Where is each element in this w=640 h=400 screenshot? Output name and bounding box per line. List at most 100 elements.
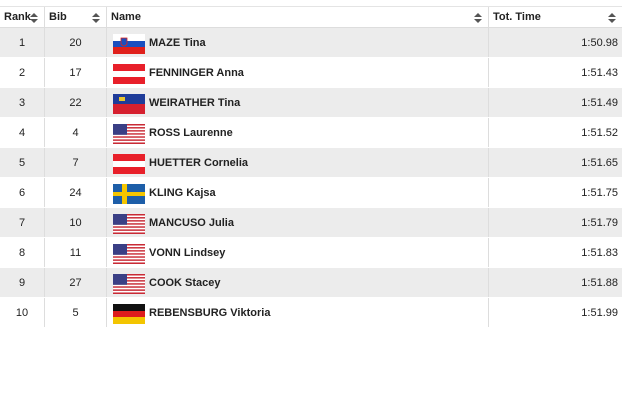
header-label[interactable]: Tot. Time [493, 11, 541, 23]
cell: KLING Kajsa [107, 178, 489, 207]
flag-icon [113, 184, 145, 204]
cell-text: 1:51.43 [581, 66, 618, 79]
result-row: 10 5 REBENSBURG Viktoria 1:51.99 [0, 298, 622, 328]
athlete-name: FENNINGER Anna [149, 66, 244, 79]
cell-text: 22 [69, 96, 82, 109]
header-row: Rank Bib Name Tot. Time [0, 6, 622, 28]
cell-text: 1:51.49 [581, 96, 618, 109]
header-cell[interactable]: Rank [0, 7, 45, 27]
result-row: 3 22 WEIRATHER Tina 1:51.49 [0, 88, 622, 118]
cell: 1 [0, 28, 45, 57]
header-cell[interactable]: Tot. Time [489, 7, 622, 27]
cell: 17 [45, 58, 107, 87]
sort-icon[interactable] [30, 13, 38, 23]
flag-icon [113, 34, 145, 54]
cell: 1:51.79 [489, 208, 622, 237]
cell: 5 [45, 298, 107, 327]
cell: 1:51.88 [489, 268, 622, 297]
athlete-name: COOK Stacey [149, 276, 221, 289]
cell-text: 20 [69, 36, 82, 49]
cell: 24 [45, 178, 107, 207]
cell-text: 27 [69, 276, 82, 289]
cell-text: 10 [69, 216, 82, 229]
result-row: 6 24 KLING Kajsa 1:51.75 [0, 178, 622, 208]
result-row: 8 11 VONN Lindsey 1:51.83 [0, 238, 622, 268]
flag-icon [113, 154, 145, 174]
flag-icon [113, 124, 145, 144]
header-cell[interactable]: Name [107, 7, 489, 27]
cell: COOK Stacey [107, 268, 489, 297]
cell-text: 1:51.99 [581, 306, 618, 319]
header-label[interactable]: Name [111, 11, 141, 23]
flag-icon [113, 214, 145, 234]
cell-text: 1:50.98 [581, 36, 618, 49]
cell-text: 4 [72, 126, 79, 139]
cell: 4 [0, 118, 45, 147]
athlete-name: WEIRATHER Tina [149, 96, 241, 109]
cell: 5 [0, 148, 45, 177]
result-row: 1 20 MAZE Tina 1:50.98 [0, 28, 622, 58]
cell-text: 8 [18, 246, 26, 259]
cell-text: 4 [18, 126, 26, 139]
athlete-name: HUETTER Cornelia [149, 156, 249, 169]
cell-text: 2 [18, 66, 26, 79]
header-label[interactable]: Rank [4, 11, 31, 23]
cell: 1:50.98 [489, 28, 622, 57]
result-row: 5 7 HUETTER Cornelia 1:51.65 [0, 148, 622, 178]
sort-icon[interactable] [608, 13, 616, 23]
athlete-name: ROSS Laurenne [149, 126, 233, 139]
cell: 8 [0, 238, 45, 267]
cell-text: 11 [69, 246, 82, 259]
cell: MAZE Tina [107, 28, 489, 57]
cell-text: 3 [18, 96, 26, 109]
flag-icon [113, 304, 145, 324]
flag-icon [113, 244, 145, 264]
header-label[interactable]: Bib [49, 11, 67, 23]
cell-text: 5 [72, 306, 79, 319]
cell: 1:51.43 [489, 58, 622, 87]
cell-text: 1:51.79 [581, 216, 618, 229]
cell: 1:51.65 [489, 148, 622, 177]
result-row: 9 27 COOK Stacey 1:51.88 [0, 268, 622, 298]
cell-text: 9 [18, 276, 26, 289]
sort-icon[interactable] [474, 13, 482, 23]
cell-text: 1:51.83 [581, 246, 618, 259]
header-cell[interactable]: Bib [45, 7, 107, 27]
cell: WEIRATHER Tina [107, 88, 489, 117]
cell: HUETTER Cornelia [107, 148, 489, 177]
cell: 1:51.49 [489, 88, 622, 117]
cell: 10 [0, 298, 45, 327]
cell-text: 1:51.52 [581, 126, 618, 139]
cell: 9 [0, 268, 45, 297]
flag-icon [113, 274, 145, 294]
cell: FENNINGER Anna [107, 58, 489, 87]
flag-icon [113, 64, 145, 84]
athlete-name: MANCUSO Julia [149, 216, 234, 229]
cell: 20 [45, 28, 107, 57]
athlete-name: MAZE Tina [149, 36, 206, 49]
sort-icon[interactable] [92, 13, 100, 23]
cell: 1:51.75 [489, 178, 622, 207]
athlete-name: KLING Kajsa [149, 186, 216, 199]
cell: 3 [0, 88, 45, 117]
athlete-name: VONN Lindsey [149, 246, 226, 259]
cell: 2 [0, 58, 45, 87]
result-row: 7 10 MANCUSO Julia 1:51.79 [0, 208, 622, 238]
cell-text: 7 [18, 216, 26, 229]
cell: VONN Lindsey [107, 238, 489, 267]
flag-icon [113, 94, 145, 114]
cell: 27 [45, 268, 107, 297]
cell: 22 [45, 88, 107, 117]
cell-text: 17 [69, 66, 82, 79]
cell: 1:51.52 [489, 118, 622, 147]
cell-text: 5 [18, 156, 26, 169]
cell-text: 7 [72, 156, 79, 169]
cell: 1:51.99 [489, 298, 622, 327]
cell-text: 1 [18, 36, 26, 49]
cell: 4 [45, 118, 107, 147]
cell: 10 [45, 208, 107, 237]
result-row: 4 4 ROSS Laurenne 1:51.52 [0, 118, 622, 148]
cell: MANCUSO Julia [107, 208, 489, 237]
cell-text: 10 [15, 306, 29, 319]
